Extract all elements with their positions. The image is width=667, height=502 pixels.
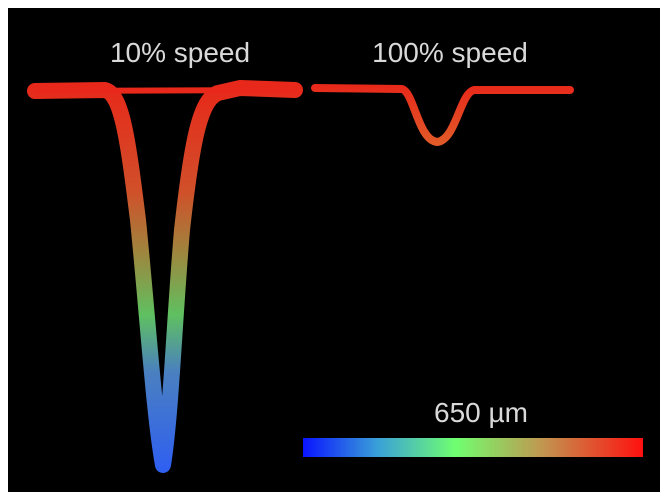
deep-profile-rim	[35, 90, 295, 91]
left-label: 10% speed	[110, 37, 250, 68]
scale-bar-label: 650 µm	[434, 397, 528, 428]
right-label: 100% speed	[372, 37, 528, 68]
scale-bar	[303, 438, 643, 457]
background	[8, 8, 660, 492]
figure: 10% speed 100% speed 650 µm	[0, 0, 667, 502]
page: 10% speed 100% speed 650 µm (() => { con…	[0, 0, 667, 502]
